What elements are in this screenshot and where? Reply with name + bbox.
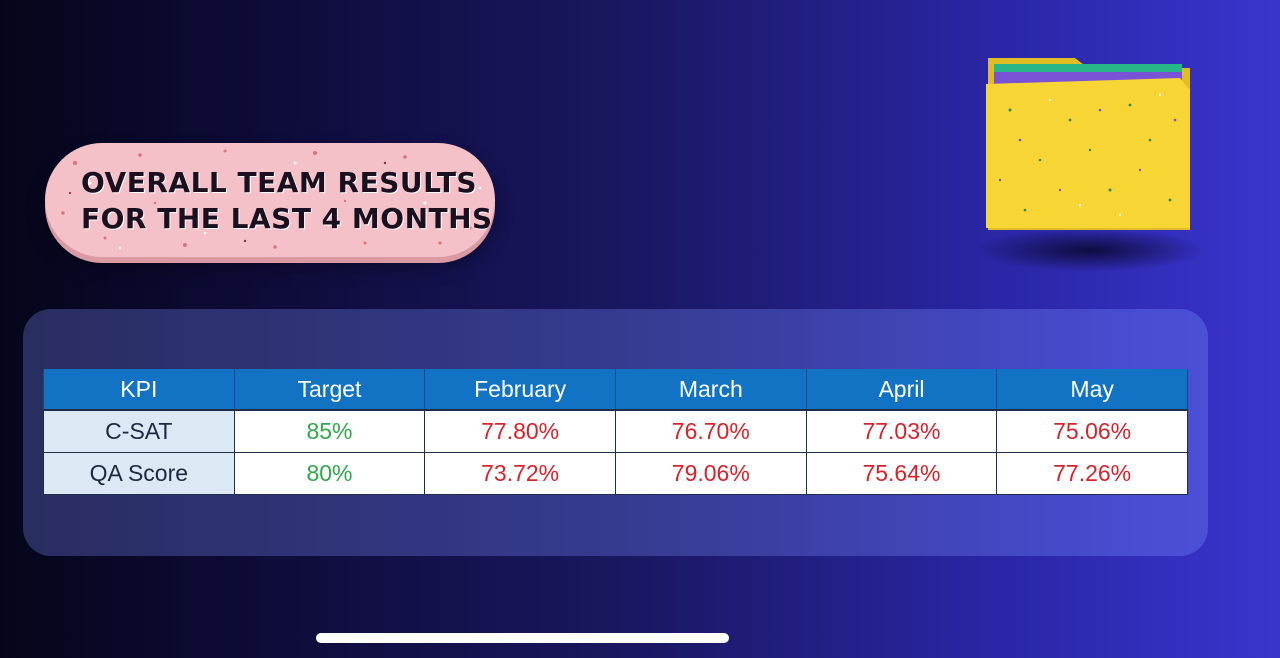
value-cell: 73.72%: [424, 452, 616, 495]
title-banner: OVERALL TEAM RESULTS FOR THE LAST 4 MONT…: [45, 143, 495, 257]
value-cell: 77.80%: [424, 409, 616, 453]
header-february: February: [424, 369, 616, 410]
header-kpi: KPI: [43, 369, 235, 410]
header-target: Target: [233, 369, 426, 410]
speckle-texture: [61, 149, 482, 250]
folder-icon: [980, 58, 1205, 272]
table-row: QA Score 80% 73.72% 79.06% 75.64% 77.26%: [43, 452, 1188, 495]
value-cell: 75.06%: [996, 409, 1188, 453]
table-header-row: KPI Target February March April May: [43, 369, 1188, 410]
value-cell: 76.70%: [614, 409, 807, 453]
target-cell: 85%: [233, 409, 426, 453]
value-cell: 77.26%: [996, 452, 1188, 495]
header-march: March: [614, 369, 807, 410]
value-cell: 77.03%: [805, 409, 998, 453]
title-line-1: OVERALL TEAM RESULTS: [81, 166, 478, 199]
home-indicator[interactable]: [316, 633, 729, 643]
header-may: May: [996, 369, 1188, 410]
kpi-table: KPI Target February March April May C-SA…: [43, 369, 1188, 495]
value-cell: 79.06%: [614, 452, 807, 495]
page-title: OVERALL TEAM RESULTS FOR THE LAST 4 MONT…: [81, 165, 493, 237]
target-cell: 80%: [233, 452, 426, 495]
kpi-name-cell: QA Score: [43, 452, 235, 495]
header-april: April: [805, 369, 998, 410]
table-row: C-SAT 85% 77.80% 76.70% 77.03% 75.06%: [43, 409, 1188, 453]
kpi-name-cell: C-SAT: [43, 409, 235, 453]
value-cell: 75.64%: [805, 452, 998, 495]
title-line-2: FOR THE LAST 4 MONTHS: [81, 202, 493, 235]
